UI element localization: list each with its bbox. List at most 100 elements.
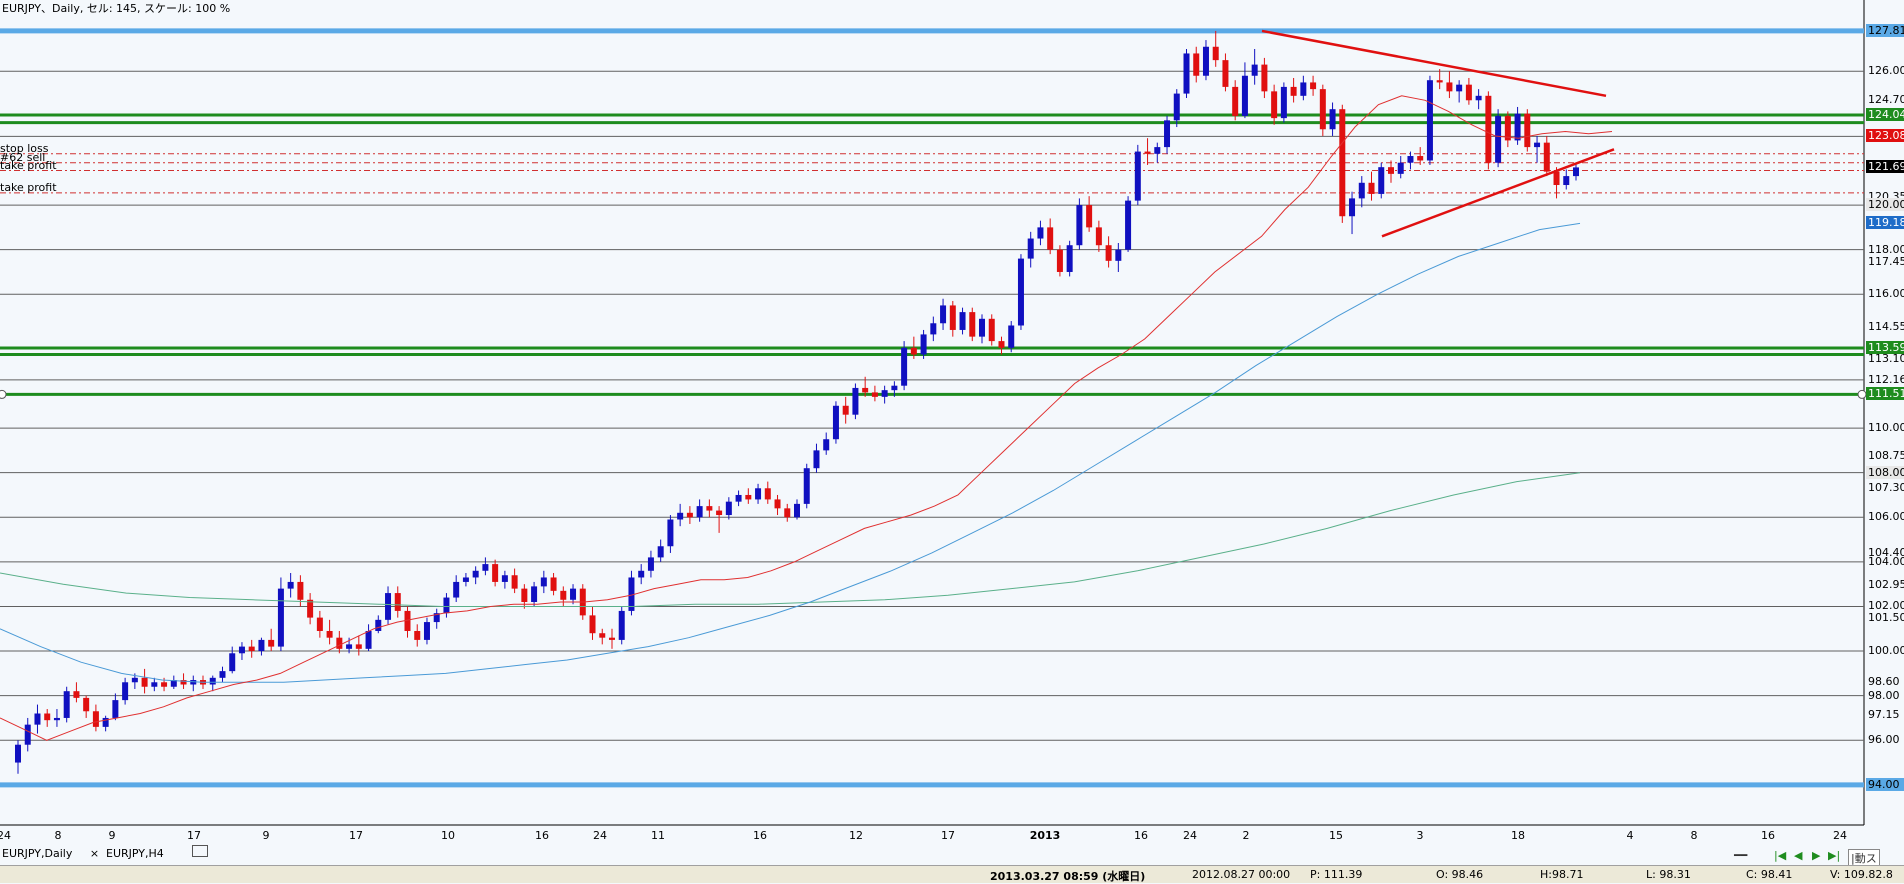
candle-bull — [1154, 147, 1161, 154]
price-scale-label: 101.50 — [1868, 610, 1904, 624]
candle-bull — [1280, 86, 1287, 119]
candle-bull — [940, 305, 947, 324]
price-tag: 127.81 — [1866, 23, 1904, 37]
date-axis-label: 16 — [753, 829, 767, 842]
candle-bull — [959, 312, 966, 330]
candle-bear — [73, 691, 80, 698]
candle-bear — [1095, 227, 1102, 246]
candle-bull — [1378, 167, 1385, 194]
candle-bull — [1573, 167, 1579, 177]
candle-bear — [842, 405, 849, 415]
candle-bear — [608, 637, 615, 640]
candle-bear — [1056, 249, 1063, 272]
candle-bear — [1144, 151, 1151, 154]
candle-bear — [307, 599, 314, 618]
status-bar-time: 2012.08.27 00:00 — [1192, 868, 1291, 881]
price-scale-label: 108.75 — [1868, 448, 1904, 462]
candle-bear — [161, 682, 168, 687]
tab-eurjpy-daily[interactable]: EURJPY,Daily × — [2, 847, 99, 860]
candle-bear — [414, 630, 421, 640]
candle-bear — [1465, 84, 1472, 101]
line-handle-right — [1857, 389, 1867, 399]
scroll-last-icon[interactable]: ▶| — [1828, 849, 1841, 862]
candle-bull — [531, 586, 538, 602]
candle-bull — [34, 713, 41, 725]
candle-bear — [268, 639, 275, 647]
date-axis-label: 15 — [1329, 829, 1343, 842]
candle-bull — [1027, 238, 1034, 259]
candle-bull — [346, 644, 353, 649]
candle-bear — [1271, 91, 1278, 119]
candle-bull — [1495, 115, 1502, 163]
candle-bear — [336, 637, 343, 649]
candle-bull — [696, 506, 703, 518]
date-axis-label: 16 — [1761, 829, 1775, 842]
date-axis-label: 24 — [1833, 829, 1847, 842]
candle-bear — [316, 617, 323, 631]
price-scale-label: 102.00 — [1868, 599, 1904, 613]
date-axis-label: 17 — [349, 829, 363, 842]
candle-bull — [570, 588, 577, 600]
candle-bull — [122, 682, 129, 701]
scroll-right-icon[interactable]: ▶ — [1812, 849, 1821, 862]
auto-scroll-toggle[interactable]: |動ス — [1848, 849, 1880, 867]
candle-bear — [511, 575, 518, 589]
candle-bull — [735, 494, 742, 502]
candle-bull — [1202, 46, 1209, 76]
candle-bull — [15, 744, 21, 763]
candle-bear — [969, 312, 976, 337]
status-open: O: 98.46 — [1436, 868, 1484, 881]
candle-bear — [1485, 95, 1492, 163]
candle-bull — [238, 646, 245, 654]
tab-eurjpy-h4[interactable]: EURJPY,H4 — [106, 847, 164, 860]
scroll-separator-icon: ━━ — [1734, 849, 1748, 862]
trendline-upper — [1261, 29, 1607, 98]
candle-bear — [92, 711, 99, 727]
new-chart-window-icon[interactable] — [192, 845, 208, 857]
candle-bull — [930, 323, 937, 335]
status-bar: 2013.03.27 08:59 (水曜日) 2012.08.27 00:00 … — [0, 865, 1904, 883]
date-axis-label: 16 — [535, 829, 549, 842]
date-axis-label: 12 — [849, 829, 863, 842]
candle-bear — [326, 630, 333, 638]
candle-bull — [472, 570, 479, 578]
candle-bull — [190, 680, 197, 685]
candle-bull — [755, 488, 762, 500]
price-scale-label: 104.40 — [1868, 545, 1904, 559]
candle-bear — [745, 494, 752, 500]
date-axis-label: 3 — [1416, 829, 1424, 842]
scroll-left-icon[interactable]: ◀ — [1794, 849, 1803, 862]
candle-bull — [725, 501, 732, 516]
candle-bear — [774, 499, 781, 509]
candle-bear — [599, 633, 606, 638]
close-icon[interactable]: × — [89, 847, 100, 860]
price-scale-label: 113.10 — [1868, 351, 1904, 365]
candle-bear — [784, 508, 791, 518]
candle-bear — [1524, 113, 1531, 148]
candle-bull — [453, 581, 460, 598]
candle-bull — [1164, 120, 1171, 148]
candle-bull — [482, 564, 489, 571]
scroll-first-icon[interactable]: |◀ — [1774, 849, 1787, 862]
candle-bear — [404, 610, 411, 631]
candle-bull — [219, 671, 226, 678]
price-scale-label: 112.16 — [1868, 372, 1904, 386]
price-scale-label: 124.70 — [1868, 93, 1904, 107]
candle-bull — [131, 677, 138, 683]
date-axis-label: 9 — [262, 829, 270, 842]
candle-bear — [1504, 115, 1511, 141]
price-tag: 124.04 — [1866, 107, 1904, 121]
candle-bull — [112, 700, 119, 718]
candle-bull — [443, 597, 450, 614]
candle-bear — [83, 697, 90, 712]
candle-bear — [764, 488, 771, 500]
date-axis-label: 4 — [1626, 829, 1634, 842]
candle-bear — [1319, 89, 1326, 130]
candle-bull — [63, 691, 70, 718]
candle-bear — [998, 341, 1005, 348]
status-high: H:98.71 — [1540, 868, 1584, 881]
candle-bull — [24, 724, 31, 745]
candle-bear — [589, 615, 596, 634]
